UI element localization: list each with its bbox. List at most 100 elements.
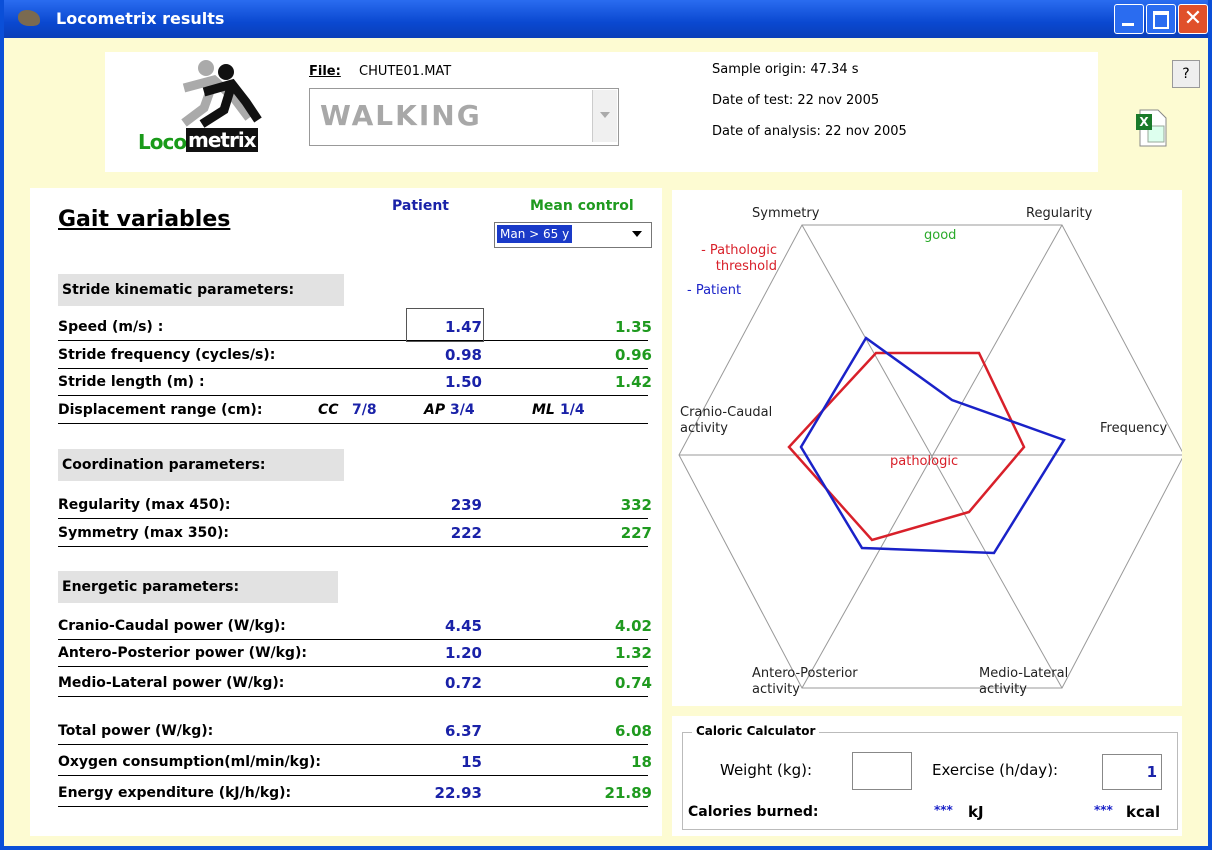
- speed-box: [406, 308, 484, 342]
- section-header-box: [58, 449, 344, 481]
- row-label: Antero-Posterior power (W/kg):: [58, 645, 307, 661]
- date-analysis: Date of analysis: 22 nov 2005: [712, 124, 907, 139]
- app-icon: [18, 10, 40, 26]
- zone-label: good: [924, 228, 957, 243]
- row-label: Total power (W/kg):: [58, 723, 214, 739]
- burned-label: Calories burned:: [688, 804, 819, 820]
- exercise-input[interactable]: 1: [1102, 754, 1162, 790]
- axis-label: Symmetry: [752, 206, 820, 221]
- row-rule: [58, 368, 648, 369]
- section-title: Energetic parameters:: [62, 579, 240, 595]
- control-header: Mean control: [530, 198, 634, 214]
- patient-value: 15: [461, 753, 482, 771]
- row-label: Displacement range (cm):: [58, 402, 263, 418]
- file-label: File:: [309, 64, 341, 79]
- close-button[interactable]: ✕: [1178, 4, 1208, 34]
- control-value: 21.89: [604, 784, 652, 802]
- help-button[interactable]: ?: [1172, 60, 1200, 88]
- displacement-ml-label: ML: [532, 402, 555, 418]
- title-bar: [4, 0, 1208, 38]
- control-select-text: Man > 65 y: [497, 225, 573, 243]
- row-label: Stride length (m) :: [58, 374, 205, 390]
- row-rule: [58, 666, 648, 667]
- maximize-button[interactable]: [1146, 4, 1176, 34]
- caloric-title: Caloric Calculator: [692, 722, 820, 740]
- displacement-cc-label: CC: [318, 402, 339, 418]
- patient-value: 0.98: [444, 346, 482, 364]
- logo-text: Loco: [138, 130, 187, 154]
- control-value: 1.42: [614, 373, 652, 391]
- axis-label: Cranio-Caudal activity: [680, 405, 773, 436]
- select-arrow: [632, 231, 642, 242]
- control-value: 4.02: [614, 617, 652, 635]
- patient-value: 1.20: [444, 644, 482, 662]
- sample-origin: Sample origin: 47.34 s: [712, 62, 859, 77]
- row-label: Energy expenditure (kJ/h/kg):: [58, 785, 292, 801]
- displacement-ap-label: AP: [424, 402, 446, 418]
- axis-label: Regularity: [1026, 206, 1093, 221]
- patient-value: 6.37: [444, 722, 482, 740]
- logo-runner: [181, 60, 262, 128]
- section-title: Stride kinematic parameters:: [62, 282, 295, 298]
- patient-header: Patient: [392, 198, 449, 214]
- row-rule: [58, 546, 648, 547]
- patient-value: 22.93: [434, 784, 482, 802]
- exercise-label: Exercise (h/day):: [932, 761, 1059, 779]
- row-rule: [58, 696, 648, 697]
- row-rule: [58, 639, 648, 640]
- weight-input[interactable]: [852, 752, 912, 790]
- patient-value: 1.50: [444, 373, 482, 391]
- axis-label: Medio-Lateral activity: [979, 666, 1069, 697]
- row-label: Oxygen consumption(ml/min/kg):: [58, 754, 321, 770]
- row-label: Cranio-Caudal power (W/kg):: [58, 618, 286, 634]
- row-rule: [58, 744, 648, 745]
- radar-chart: [678, 224, 1182, 689]
- row-label: Stride frequency (cycles/s):: [58, 347, 276, 363]
- caloric-frame: [682, 732, 1178, 830]
- control-value: 0.74: [614, 674, 652, 692]
- kj-unit: kJ: [968, 803, 984, 821]
- kcal-value: ***: [1094, 803, 1113, 817]
- row-label: Medio-Lateral power (W/kg):: [58, 675, 285, 691]
- dropdown-arrow[interactable]: [592, 90, 617, 142]
- patient-value: 0.72: [444, 674, 482, 692]
- activity-dropdown[interactable]: [309, 88, 619, 146]
- patient-value: 239: [450, 496, 482, 514]
- kj-value: ***: [934, 803, 953, 817]
- kcal-unit: kcal: [1126, 803, 1161, 821]
- legend-patient: - Patient: [687, 283, 742, 298]
- control-value: 1.35: [614, 318, 652, 336]
- section-header-box: [58, 571, 338, 603]
- activity-text: WALKING: [320, 99, 482, 132]
- logo-text: metrix: [186, 128, 258, 152]
- window-title: Locometrix results: [56, 9, 225, 28]
- row-rule: [58, 395, 648, 396]
- zone-label: pathologic: [890, 454, 959, 469]
- svg-text:X: X: [1139, 115, 1149, 129]
- row-label: Symmetry (max 350):: [58, 525, 230, 541]
- minimize-button[interactable]: [1114, 4, 1144, 34]
- displacement-cc: 7/8: [352, 402, 377, 418]
- displacement-ml: 1/4: [560, 402, 585, 418]
- control-value: 332: [620, 496, 652, 514]
- axis-label: Antero-Posterior activity: [752, 666, 858, 697]
- control-value: 1.32: [614, 644, 652, 662]
- control-value: 227: [620, 524, 652, 542]
- row-rule: [58, 340, 648, 341]
- patient-value: 4.45: [444, 617, 482, 635]
- legend-threshold: - Pathologic threshold: [701, 243, 777, 274]
- row-rule: [58, 775, 648, 776]
- row-rule: [58, 423, 648, 424]
- displacement-ap: 3/4: [450, 402, 475, 418]
- gait-title: Gait variables: [58, 207, 231, 232]
- row-label: Regularity (max 450):: [58, 497, 231, 513]
- excel-icon[interactable]: X: [1136, 108, 1168, 148]
- control-value: 6.08: [614, 722, 652, 740]
- file-name: CHUTE01.MAT: [359, 64, 452, 79]
- patient-value: 1.47: [444, 318, 482, 336]
- control-value: 18: [631, 753, 652, 771]
- section-title: Coordination parameters:: [62, 457, 266, 473]
- row-rule: [58, 806, 648, 807]
- control-value: 0.96: [614, 346, 652, 364]
